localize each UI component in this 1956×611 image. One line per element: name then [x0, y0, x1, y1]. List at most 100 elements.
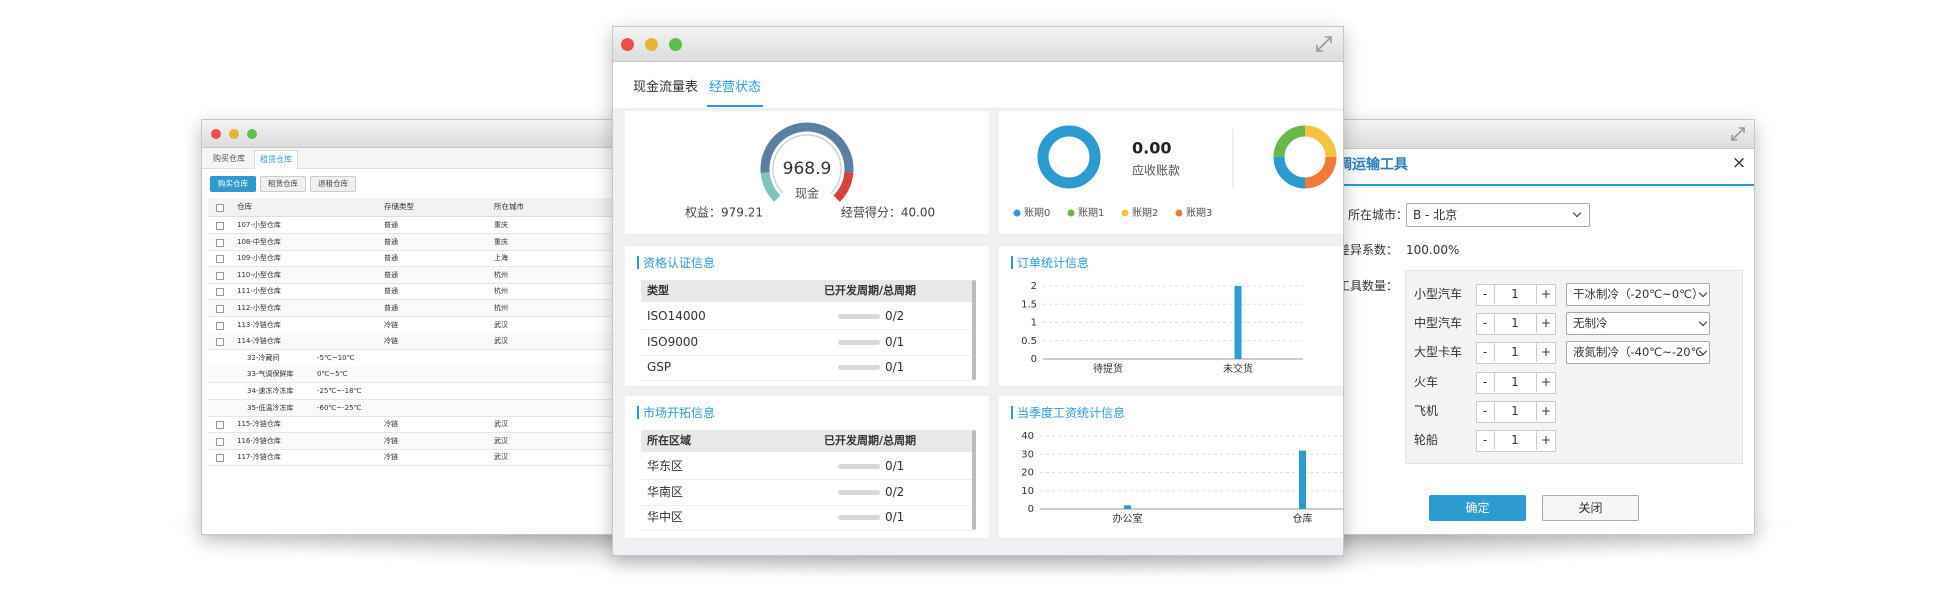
checkbox[interactable] — [216, 288, 224, 297]
progress-track — [838, 489, 880, 495]
column-header: 仓库 — [237, 202, 252, 211]
field-label: 所在城市： — [1348, 208, 1409, 222]
close-icon[interactable]: × — [1732, 153, 1747, 173]
table-row — [208, 250, 642, 268]
expand-icon[interactable] — [1315, 35, 1333, 53]
tab[interactable]: 经营状态 — [707, 71, 764, 107]
table-row — [208, 233, 642, 251]
zoom-dot[interactable] — [247, 129, 257, 139]
donut — [1037, 125, 1101, 189]
cooling-select[interactable]: 干冰制冷（-20℃~0℃） — [1566, 283, 1710, 306]
checkbox[interactable] — [216, 338, 224, 347]
cooling-select[interactable]: 液氮制冷（-40℃~-20℃ — [1566, 341, 1710, 365]
cell: -25℃~-18℃ — [317, 387, 362, 395]
expand-icon[interactable] — [1730, 126, 1746, 142]
stepper-minus[interactable]: - — [1476, 342, 1495, 363]
legend-label: 账期1 — [1078, 207, 1104, 219]
close-button[interactable]: 关闭 — [1542, 495, 1639, 521]
checkbox[interactable] — [216, 222, 224, 230]
checkbox[interactable] — [216, 305, 224, 313]
checkbox[interactable] — [216, 454, 224, 463]
checkbox[interactable] — [216, 271, 224, 280]
cell: 34-速冻冷冻库 — [247, 387, 294, 395]
stepper-minus[interactable]: - — [1476, 430, 1495, 450]
checkbox[interactable] — [216, 255, 224, 264]
minimize-dot[interactable] — [229, 129, 239, 139]
cell: 116-冷链仓库 — [237, 436, 281, 445]
cell: 0/1 — [885, 334, 905, 349]
cell: 武汉 — [494, 436, 508, 445]
button[interactable]: 退租仓库 — [310, 176, 356, 192]
tab[interactable]: 现金流量表 — [633, 80, 699, 95]
bar — [1234, 286, 1242, 359]
confirm-button[interactable]: 确定 — [1429, 495, 1526, 521]
column-header: 已开发周期/总周期 — [824, 434, 917, 447]
cell: 华中区 — [647, 510, 684, 524]
stepper-plus[interactable]: + — [1536, 284, 1555, 304]
receivable-panel: 0.00 应收账款 账期0 账期1 账期2 账期3 — [999, 111, 1343, 234]
score: 经营得分：40.00 — [841, 205, 935, 220]
cell: 112-小型仓库 — [237, 304, 281, 312]
cell: 117-冷链仓库 — [237, 453, 281, 462]
scrollbar — [972, 280, 976, 380]
cell: 普通 — [384, 221, 398, 229]
stepper-minus[interactable]: - — [1476, 371, 1495, 392]
table-row — [208, 399, 642, 417]
table-panel: 资格认证信息 类型 已开发周期/总周期 ISO14000 0/2 ISO9000 0/1 GS… — [625, 246, 989, 386]
cell: 重庆 — [494, 221, 508, 229]
stepper-plus[interactable]: + — [1536, 371, 1555, 392]
cell: 武汉 — [494, 453, 508, 462]
checkbox[interactable] — [216, 421, 224, 430]
stepper-plus[interactable]: + — [1536, 400, 1555, 421]
title-bar — [1330, 120, 1754, 149]
field-label: 工具数量： — [1338, 279, 1399, 293]
y-tick-label: 0.5 — [1021, 336, 1037, 347]
cell: 109-小型仓库 — [237, 254, 281, 263]
checkbox[interactable] — [216, 238, 224, 247]
table-row — [641, 505, 972, 531]
minimize-dot[interactable] — [645, 38, 658, 51]
quantity: 1 — [1511, 316, 1519, 331]
stepper-minus[interactable]: - — [1476, 284, 1495, 304]
checkbox[interactable] — [216, 321, 224, 330]
quantity: 1 — [1511, 345, 1519, 360]
legend-label: 账期3 — [1186, 207, 1212, 219]
cell: 重庆 — [494, 237, 508, 246]
checkbox[interactable] — [216, 437, 224, 446]
stepper-plus[interactable]: + — [1536, 430, 1555, 450]
cell: 武汉 — [494, 337, 508, 346]
city-select[interactable]: B - 北京 — [1406, 203, 1590, 227]
checkbox[interactable] — [216, 204, 224, 212]
y-tick-label: 40 — [1021, 431, 1034, 442]
column-header: 所在城市 — [494, 202, 524, 211]
cell: 普通 — [384, 287, 398, 296]
scrollbar — [972, 430, 976, 530]
panel-accent — [1011, 406, 1013, 419]
close-dot[interactable] — [211, 129, 221, 139]
close-dot[interactable] — [621, 38, 634, 51]
stepper-plus[interactable]: + — [1536, 342, 1555, 363]
zoom-dot[interactable] — [669, 38, 682, 51]
bar-chart: 0 10 20 30 40 办公室 仓库 — [1021, 431, 1343, 525]
button[interactable]: 购买仓库 — [210, 176, 256, 192]
cell: 0/2 — [885, 309, 905, 323]
stepper-minus[interactable]: - — [1476, 400, 1495, 421]
progress-track — [838, 464, 880, 469]
cell: 0/1 — [885, 459, 905, 473]
tab[interactable]: 租赁仓库 — [254, 150, 298, 169]
stepper-minus[interactable]: - — [1476, 313, 1495, 334]
cell: 32-冷藏间 — [247, 353, 280, 362]
stepper-plus[interactable]: + — [1536, 313, 1555, 334]
cell: GSP — [647, 360, 672, 374]
cooling-select[interactable]: 无制冷 — [1566, 312, 1710, 336]
button[interactable]: 租赁仓库 — [260, 176, 306, 192]
cell: 114-冷链仓库 — [237, 337, 281, 346]
legend-swatch — [1121, 209, 1129, 217]
transport-window: 调运输工具 × 所在城市： B - 北京 差异系数： 100.00% 工具数量： 小型汽车 -1… — [1329, 119, 1755, 535]
tab[interactable]: 购买仓库 — [213, 154, 245, 163]
table-row — [208, 333, 642, 351]
legend-swatch — [1013, 209, 1021, 217]
vehicle-label: 火车 — [1414, 374, 1439, 389]
